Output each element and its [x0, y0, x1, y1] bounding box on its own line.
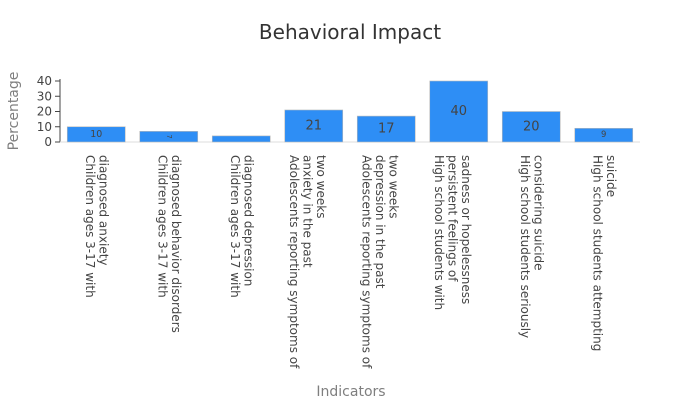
category-label-line: Adolescents reporting symptoms of — [287, 155, 301, 369]
category-label: Children ages 3-17 withdiagnosed anxiety — [83, 155, 111, 298]
bar — [501, 111, 561, 143]
category-label-line: suicide — [604, 155, 618, 197]
category-label-line: depression in the past — [373, 155, 387, 289]
bar-value-label: 9 — [601, 130, 606, 140]
category-label-line: High school students with — [432, 155, 446, 310]
category-label-line: two weeks — [386, 155, 400, 218]
category-label: High school students attemptingsuicide — [590, 155, 618, 351]
category-label-line: sadness or hopelessness — [459, 155, 473, 304]
category-label: High school students seriouslyconsiderin… — [518, 155, 546, 338]
category-label-line: High school students attempting — [590, 155, 604, 351]
bar-value-label: 20 — [523, 119, 540, 134]
y-axis-label: Percentage — [6, 72, 22, 151]
y-tick-label: 20 — [37, 105, 52, 119]
bar — [139, 131, 199, 143]
bar — [284, 109, 344, 143]
category-label-line: diagnosed depression — [241, 155, 255, 286]
category-label-line: Children ages 3-17 with — [228, 155, 242, 298]
category-label: High school students withpersistent feel… — [432, 155, 473, 310]
category-label: Adolescents reporting symptoms ofanxiety… — [287, 155, 328, 369]
category-label-line: considering suicide — [531, 155, 545, 271]
bar-value-label: 40 — [450, 104, 467, 119]
chart-title: Behavioral Impact — [259, 20, 441, 44]
bar — [66, 126, 126, 143]
category-label-line: Adolescents reporting symptoms of — [359, 155, 373, 369]
bar — [574, 127, 634, 143]
y-tick-label: 30 — [37, 89, 52, 103]
category-label-line: persistent feelings of — [445, 155, 459, 282]
bar-value-label: 7 — [165, 135, 173, 139]
bar-value-label: 21 — [305, 118, 322, 133]
y-tick-label: 0 — [44, 135, 52, 149]
category-label-line: High school students seriously — [518, 155, 532, 338]
category-label-line: diagnosed behavior disorders — [169, 155, 183, 333]
category-label: Adolescents reporting symptoms ofdepress… — [359, 155, 400, 369]
y-tick-label: 10 — [37, 120, 52, 134]
category-label-line: two weeks — [314, 155, 328, 218]
category-label: Children ages 3-17 withdiagnosed behavio… — [155, 155, 183, 333]
bar-value-label: 17 — [378, 122, 395, 137]
category-label: Children ages 3-17 withdiagnosed depress… — [228, 155, 256, 298]
category-label-line: Children ages 3-17 with — [83, 155, 97, 298]
bar — [356, 115, 416, 143]
bar — [211, 135, 271, 143]
category-label-line: Children ages 3-17 with — [155, 155, 169, 298]
category-label-line: anxiety in the past — [300, 155, 314, 268]
y-tick-label: 40 — [37, 74, 52, 88]
category-label-line: diagnosed anxiety — [96, 155, 110, 266]
bar-value-label: 10 — [90, 129, 102, 140]
x-axis-label: Indicators — [316, 384, 385, 400]
bar — [429, 80, 489, 143]
